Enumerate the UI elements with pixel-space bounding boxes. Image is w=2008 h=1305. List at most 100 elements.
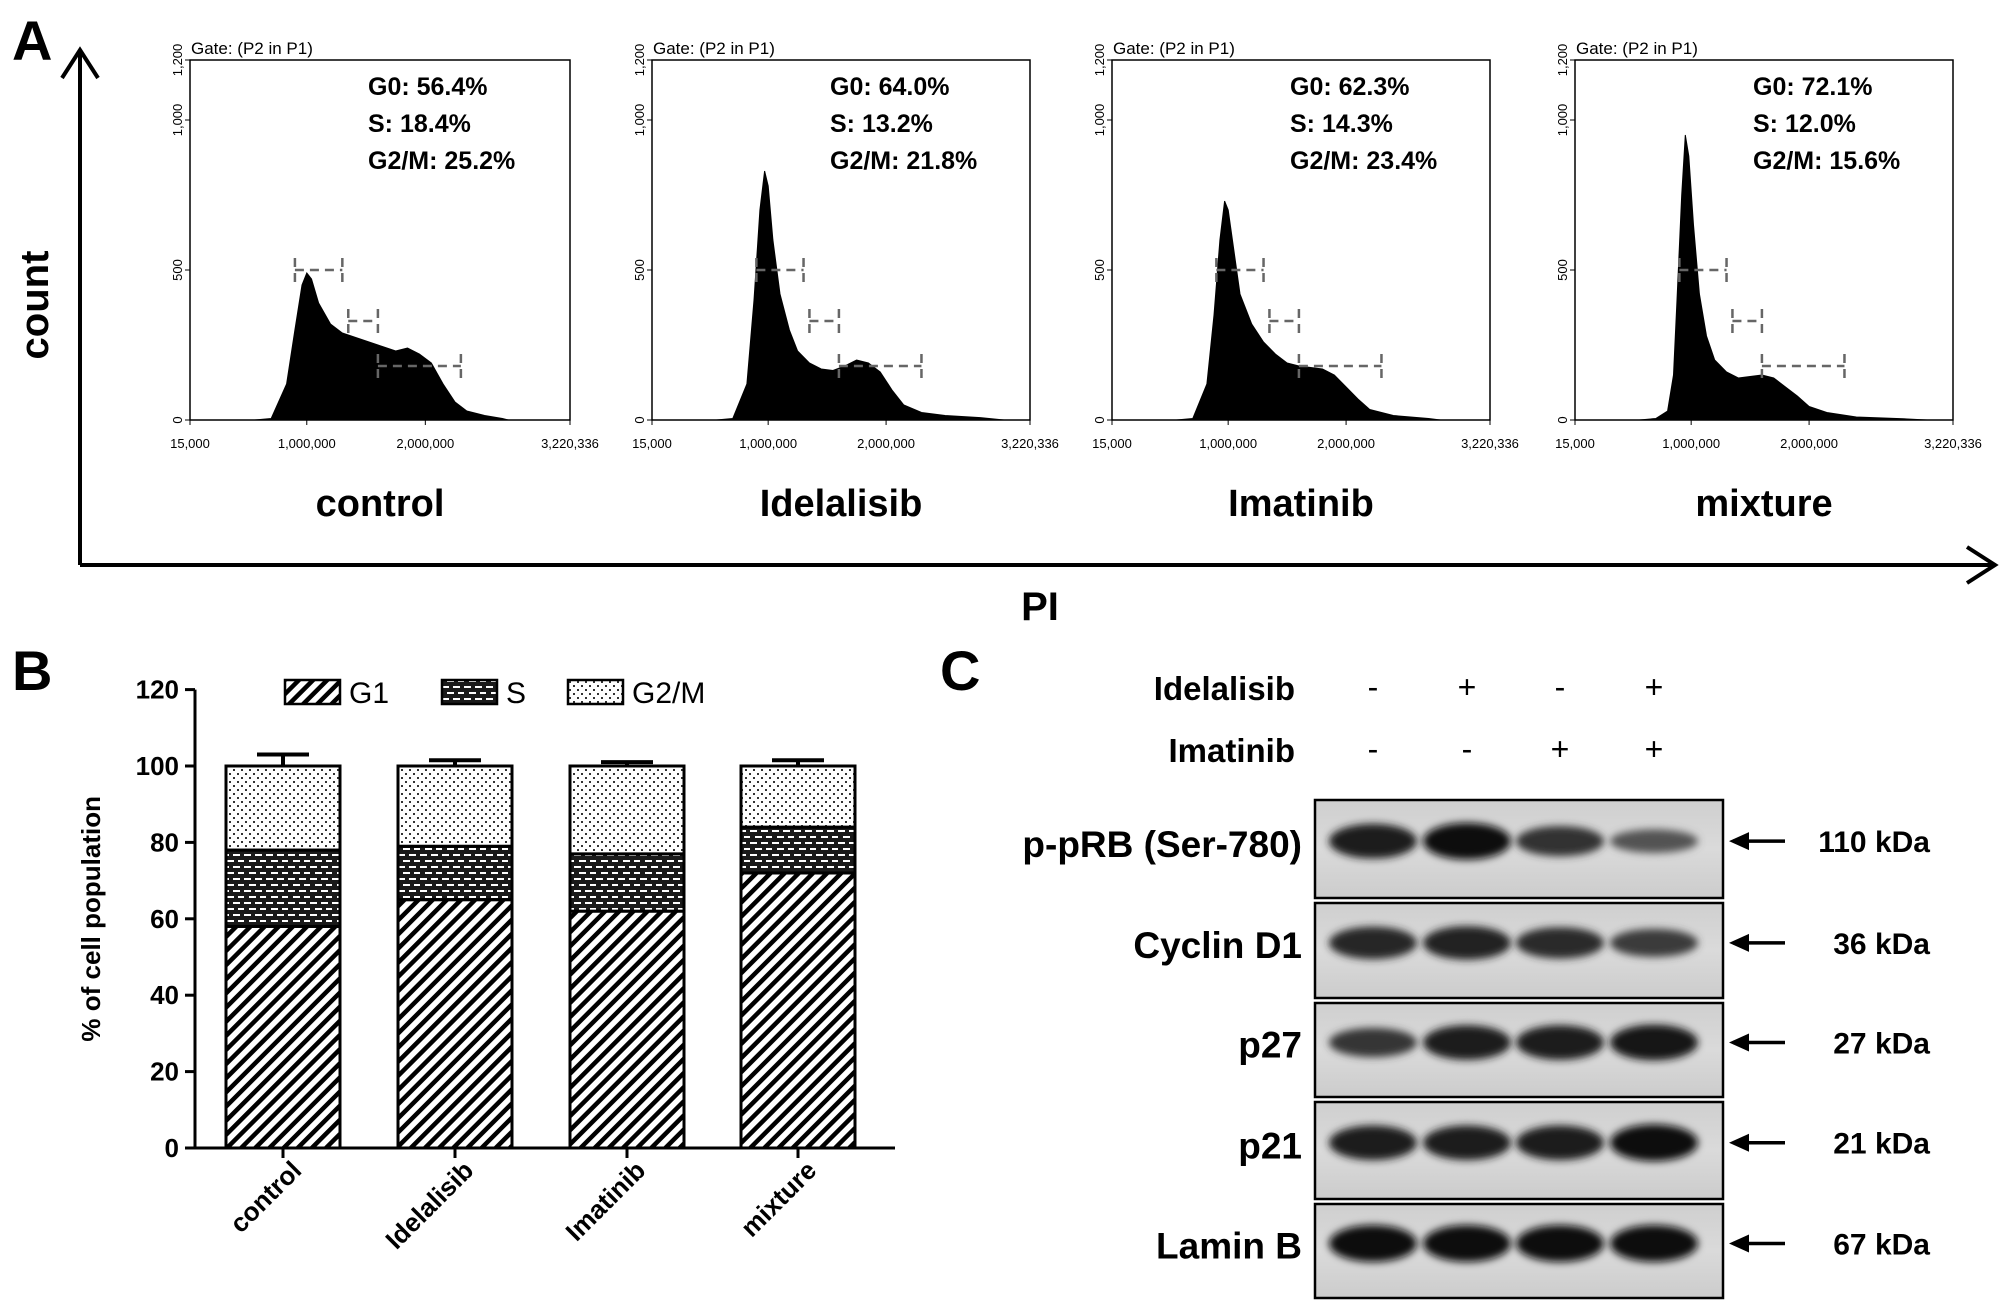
y-tick-label: 0 xyxy=(1555,416,1570,423)
gate-label: Gate: (P2 in P1) xyxy=(653,39,775,58)
bar-segment-g2m xyxy=(224,764,342,852)
panel-a-y-arrowhead xyxy=(60,46,100,80)
gate-label: Gate: (P2 in P1) xyxy=(191,39,313,58)
blot-band xyxy=(1610,1124,1698,1162)
blot-band xyxy=(1610,1024,1698,1061)
phase-stat: G0: 64.0% xyxy=(830,73,950,101)
b-category-label: control xyxy=(224,1155,308,1239)
histogram-idelalisib: Gate: (P2 in P1) 0 500 1,000 1,200 15,000 1,00… xyxy=(632,39,1059,525)
phase-stat: S: 18.4% xyxy=(368,110,471,138)
blot-band xyxy=(1516,1225,1604,1262)
blot-band xyxy=(1423,1225,1511,1262)
treatment-label: Idelalisib xyxy=(1154,670,1295,707)
blot-p21: p21 21 kDa xyxy=(1238,1100,1930,1201)
phase-stat: S: 13.2% xyxy=(830,110,933,138)
bar-segment-g1 xyxy=(224,924,342,1150)
histogram-mixture: Gate: (P2 in P1) 0 500 1,000 1,200 15,000 1,00… xyxy=(1555,39,1982,525)
blot-band xyxy=(1516,1025,1604,1060)
b-category-label: mixture xyxy=(735,1155,823,1243)
b-y-tick-label: 60 xyxy=(150,904,179,934)
y-tick-label: 1,000 xyxy=(170,104,185,137)
error-bar xyxy=(429,758,481,766)
x-tick-label: 2,000,000 xyxy=(396,436,454,451)
gate-marker-2 xyxy=(1268,309,1301,333)
legend-label: G1 xyxy=(349,677,389,710)
blot-p-prb-ser-780: p-pRB (Ser-780) 110 kDa xyxy=(1022,798,1930,900)
phase-stat: S: 12.0% xyxy=(1753,110,1856,138)
blot-p27: p27 27 kDa xyxy=(1238,1001,1930,1099)
panel-c-letter: C xyxy=(940,639,980,702)
gate-marker-1 xyxy=(1678,258,1728,282)
protein-label: p-pRB (Ser-780) xyxy=(1022,824,1302,865)
protein-label: Cyclin D1 xyxy=(1133,925,1302,966)
histogram-panels: Gate: (P2 in P1) 0 500 1,000 1,200 15,000 1,00… xyxy=(170,39,1982,525)
error-bar xyxy=(601,760,653,766)
blot-band xyxy=(1329,1225,1417,1262)
panel-b-letter: B xyxy=(12,639,52,702)
x-tick-label: 15,000 xyxy=(170,436,210,451)
histogram-area xyxy=(1639,134,1928,421)
gate-marker-3 xyxy=(1297,354,1383,378)
blot-band xyxy=(1610,1225,1698,1262)
x-tick-label: 15,000 xyxy=(632,436,672,451)
b-y-axis-label: % of cell population xyxy=(76,796,106,1042)
y-tick-label: 500 xyxy=(1555,259,1570,281)
blot-band xyxy=(1329,823,1417,859)
x-tick-label: 2,000,000 xyxy=(1780,436,1838,451)
x-tick-label: 15,000 xyxy=(1092,436,1132,451)
blot-band xyxy=(1516,927,1604,959)
bar-segment-g2m xyxy=(396,764,514,848)
treatment-sign: - xyxy=(1555,669,1566,705)
gate-marker-2 xyxy=(808,309,841,333)
y-tick-label: 0 xyxy=(170,416,185,423)
treatment-sign: - xyxy=(1368,731,1379,767)
panel-a-x-axis-label: PI xyxy=(1021,585,1059,629)
gate-marker-2 xyxy=(347,309,380,333)
blot-band xyxy=(1329,926,1417,960)
bar-mixture xyxy=(739,758,857,1150)
histogram-title: mixture xyxy=(1695,483,1832,525)
size-arrow-head xyxy=(1729,1234,1749,1253)
x-tick-label: 1,000,000 xyxy=(278,436,336,451)
y-tick-label: 1,200 xyxy=(1092,44,1107,77)
gate-marker-1 xyxy=(293,258,344,282)
x-tick-label: 3,220,336 xyxy=(1924,436,1982,451)
bar-segment-g1 xyxy=(739,871,857,1150)
phase-stat: S: 14.3% xyxy=(1290,110,1393,138)
histogram-imatinib: Gate: (P2 in P1) 0 500 1,000 1,200 15,000 1,00… xyxy=(1092,39,1519,525)
y-tick-label: 1,200 xyxy=(170,44,185,77)
b-y-tick-label: 0 xyxy=(165,1133,179,1163)
y-tick-label: 1,200 xyxy=(632,44,647,77)
molecular-weight-label: 110 kDa xyxy=(1818,826,1930,859)
treatment-sign: + xyxy=(1458,669,1477,705)
y-tick-label: 1,000 xyxy=(632,104,647,137)
legend-label: G2/M xyxy=(632,677,705,710)
blot-lamin-b: Lamin B 67 kDa xyxy=(1156,1202,1930,1300)
phase-stat: G0: 62.3% xyxy=(1290,73,1410,101)
legend-swatch xyxy=(283,678,342,706)
legend-swatch xyxy=(566,678,625,706)
treatment-sign: + xyxy=(1645,731,1664,767)
blot-cyclin-d1: Cyclin D1 36 kDa xyxy=(1133,901,1930,1000)
x-tick-label: 3,220,336 xyxy=(541,436,599,451)
blot-band xyxy=(1516,826,1604,857)
treatment-label: Imatinib xyxy=(1168,732,1295,769)
b-category-label: Imatinib xyxy=(560,1155,652,1247)
blot-band xyxy=(1329,1125,1417,1161)
treatment-sign: - xyxy=(1368,669,1379,705)
western-blot-panel: Idelalisib - + - + Imatinib - - + + p-pRB (Ser-780… xyxy=(1022,669,1930,1300)
gate-marker-1 xyxy=(1215,258,1265,282)
panel-a-axes xyxy=(60,46,1999,585)
bar-segment-s xyxy=(396,844,514,902)
molecular-weight-label: 67 kDa xyxy=(1833,1228,1930,1261)
bar-segment-s xyxy=(568,852,686,913)
x-tick-label: 2,000,000 xyxy=(857,436,915,451)
bar-control xyxy=(224,752,342,1150)
y-tick-label: 0 xyxy=(1092,416,1107,423)
panel-a-letter: A xyxy=(12,9,52,72)
blot-band xyxy=(1423,1025,1511,1060)
x-tick-label: 1,000,000 xyxy=(1199,436,1257,451)
b-y-tick-label: 80 xyxy=(150,827,179,857)
x-tick-label: 3,220,336 xyxy=(1001,436,1059,451)
